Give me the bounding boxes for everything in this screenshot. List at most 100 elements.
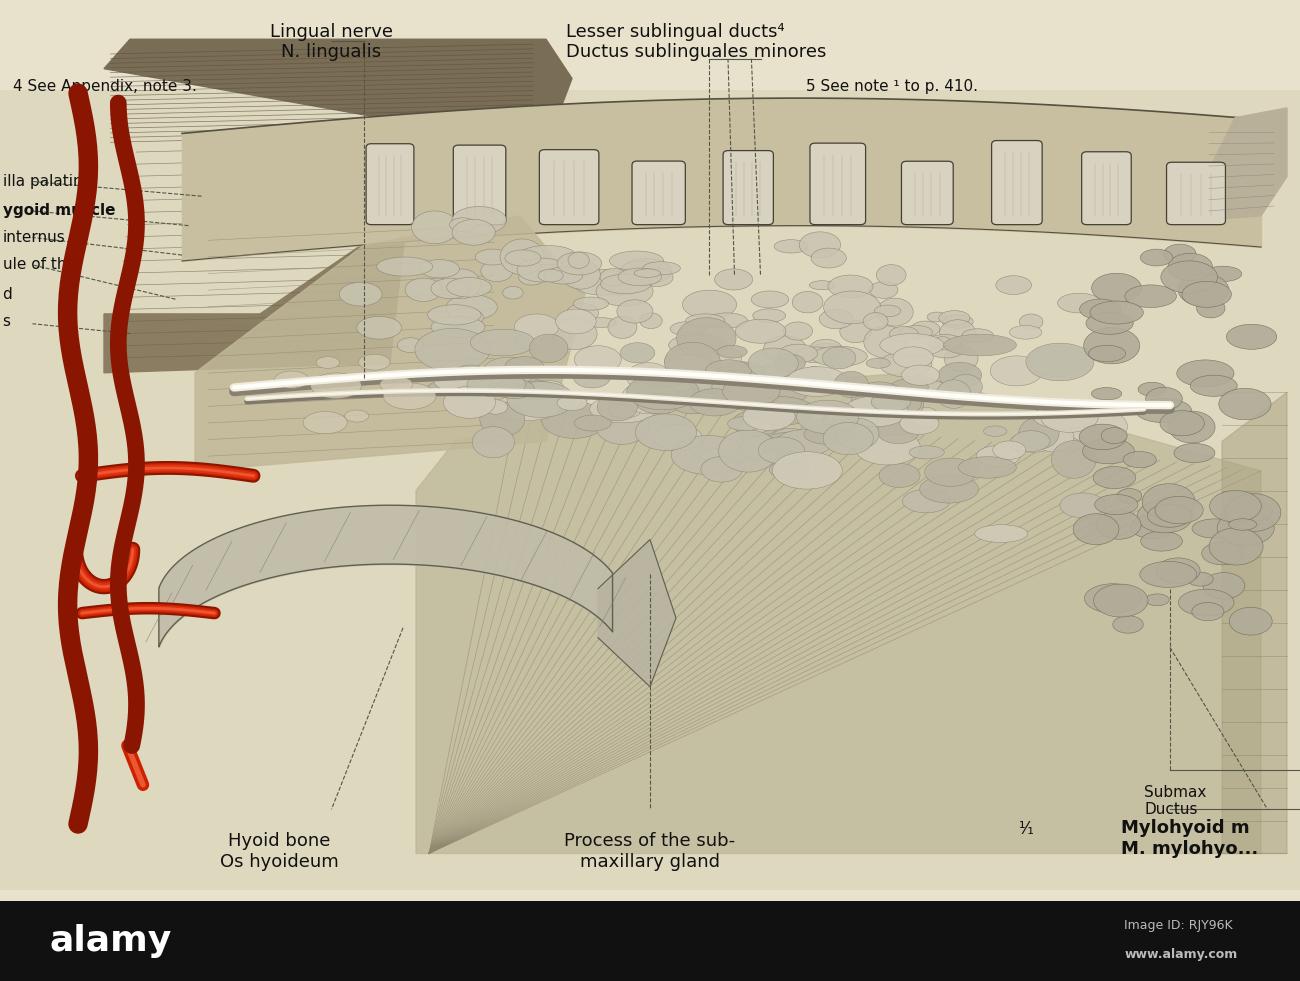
FancyBboxPatch shape — [810, 143, 866, 225]
Text: Submax
Ductus: Submax Ductus — [1144, 785, 1206, 817]
Ellipse shape — [1011, 431, 1050, 451]
Ellipse shape — [1187, 572, 1213, 586]
Ellipse shape — [823, 407, 874, 439]
Ellipse shape — [749, 396, 815, 426]
Ellipse shape — [962, 329, 993, 342]
Ellipse shape — [607, 282, 638, 295]
Ellipse shape — [517, 258, 567, 282]
Ellipse shape — [575, 415, 611, 431]
Ellipse shape — [924, 458, 976, 487]
FancyBboxPatch shape — [992, 140, 1043, 225]
Ellipse shape — [758, 437, 805, 464]
Ellipse shape — [1174, 443, 1216, 463]
Ellipse shape — [1225, 493, 1280, 532]
Ellipse shape — [601, 274, 651, 293]
Ellipse shape — [1093, 584, 1148, 617]
Text: Lesser sublingual ducts⁴
Ductus sublinguales minores: Lesser sublingual ducts⁴ Ductus sublingu… — [566, 23, 826, 62]
Ellipse shape — [1045, 416, 1088, 452]
Ellipse shape — [776, 430, 832, 456]
Ellipse shape — [567, 303, 598, 323]
Ellipse shape — [620, 259, 672, 284]
Ellipse shape — [519, 270, 545, 285]
Ellipse shape — [863, 326, 907, 358]
Text: Lingual nerve
N. lingualis: Lingual nerve N. lingualis — [270, 23, 393, 62]
Ellipse shape — [339, 283, 382, 306]
Ellipse shape — [450, 365, 491, 399]
Ellipse shape — [500, 239, 545, 275]
Ellipse shape — [1084, 584, 1141, 613]
Ellipse shape — [993, 441, 1026, 459]
Ellipse shape — [311, 373, 361, 398]
Ellipse shape — [1140, 249, 1173, 266]
Ellipse shape — [316, 357, 339, 369]
Ellipse shape — [529, 335, 568, 363]
Ellipse shape — [944, 346, 978, 371]
Ellipse shape — [707, 313, 747, 328]
Ellipse shape — [991, 356, 1043, 386]
Ellipse shape — [558, 252, 602, 275]
Polygon shape — [104, 39, 572, 147]
Ellipse shape — [428, 305, 481, 325]
Ellipse shape — [1201, 542, 1243, 565]
Ellipse shape — [1131, 515, 1175, 539]
Ellipse shape — [728, 376, 774, 403]
Ellipse shape — [515, 334, 542, 349]
Ellipse shape — [637, 393, 681, 414]
FancyBboxPatch shape — [1166, 162, 1226, 225]
Ellipse shape — [555, 309, 597, 334]
Ellipse shape — [562, 260, 601, 289]
Ellipse shape — [642, 262, 680, 275]
Ellipse shape — [1034, 423, 1074, 452]
Ellipse shape — [1101, 428, 1127, 443]
Ellipse shape — [447, 308, 484, 327]
Ellipse shape — [828, 275, 874, 297]
Ellipse shape — [1079, 299, 1121, 320]
Text: Process of the sub-
maxillary gland: Process of the sub- maxillary gland — [564, 832, 736, 871]
Ellipse shape — [1089, 301, 1144, 324]
Ellipse shape — [774, 354, 806, 372]
Ellipse shape — [1058, 293, 1101, 313]
Ellipse shape — [736, 319, 786, 343]
Ellipse shape — [664, 342, 720, 383]
Ellipse shape — [784, 322, 812, 340]
Ellipse shape — [811, 248, 846, 268]
Ellipse shape — [927, 312, 946, 322]
Ellipse shape — [1096, 510, 1141, 540]
Ellipse shape — [597, 393, 637, 421]
Ellipse shape — [844, 396, 909, 427]
FancyBboxPatch shape — [454, 145, 506, 225]
Ellipse shape — [542, 402, 607, 439]
Ellipse shape — [641, 268, 673, 286]
Ellipse shape — [1041, 402, 1098, 433]
Ellipse shape — [883, 390, 924, 419]
Ellipse shape — [573, 297, 608, 310]
Ellipse shape — [1140, 531, 1183, 551]
Text: alamy: alamy — [49, 924, 172, 957]
Ellipse shape — [944, 335, 1017, 356]
Ellipse shape — [1192, 602, 1223, 621]
Ellipse shape — [1019, 314, 1043, 330]
Ellipse shape — [1083, 439, 1135, 464]
Ellipse shape — [797, 367, 832, 395]
Ellipse shape — [1245, 502, 1273, 521]
Ellipse shape — [732, 410, 780, 436]
Polygon shape — [104, 142, 546, 373]
Ellipse shape — [634, 269, 660, 278]
Text: ¹⁄₁: ¹⁄₁ — [1019, 820, 1035, 838]
Ellipse shape — [1034, 404, 1095, 429]
Ellipse shape — [976, 445, 1020, 466]
Ellipse shape — [836, 418, 879, 449]
Ellipse shape — [958, 457, 1017, 478]
Ellipse shape — [891, 379, 928, 395]
Ellipse shape — [835, 372, 868, 397]
Ellipse shape — [811, 343, 844, 355]
Ellipse shape — [796, 347, 836, 363]
Text: illa palatina: illa palatina — [3, 174, 91, 189]
Ellipse shape — [699, 448, 737, 462]
Ellipse shape — [1092, 274, 1141, 303]
Ellipse shape — [722, 385, 746, 403]
Ellipse shape — [514, 379, 545, 393]
Ellipse shape — [520, 245, 576, 265]
Ellipse shape — [919, 381, 946, 397]
Ellipse shape — [779, 344, 818, 363]
